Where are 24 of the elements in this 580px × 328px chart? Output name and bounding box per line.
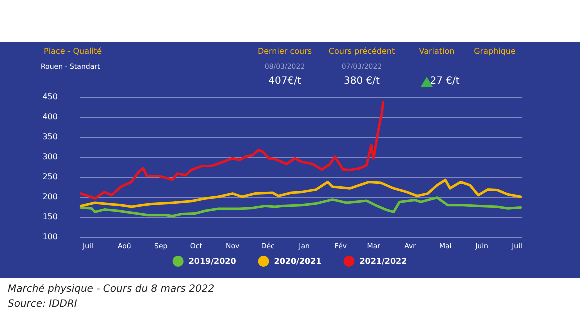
y-tick-label: 250 (42, 172, 58, 182)
text: Cours précédent (328, 47, 396, 57)
legend-label: 2020/2021 (274, 257, 322, 266)
text: Graphique (474, 47, 516, 57)
y-tick-label: 400 (42, 112, 58, 122)
text: Variation (419, 47, 455, 57)
y-tick-label: 450 (42, 92, 58, 102)
text: 27 €/t (430, 76, 460, 88)
y-tick-label: 100 (42, 232, 58, 242)
text: Dernier cours (258, 47, 312, 57)
y-tick-label: 300 (42, 152, 58, 162)
line-series (80, 196, 522, 218)
line-series (80, 178, 522, 208)
legend-label: 2019/2020 (188, 257, 237, 266)
source-note: Source: IDDRI (8, 299, 78, 311)
line-series (80, 101, 385, 200)
y-tick-label: 200 (42, 192, 58, 202)
text: 380 €/t (344, 76, 380, 88)
legend-label: 2021/2022 (360, 257, 408, 266)
y-tick-label: 350 (42, 132, 58, 142)
text: Place - Qualité (44, 47, 102, 57)
text: 407€/t (268, 76, 302, 88)
y-tick-label: 150 (42, 212, 58, 222)
text: Marché physique - Cours du 8 mars 2022 (8, 284, 215, 296)
